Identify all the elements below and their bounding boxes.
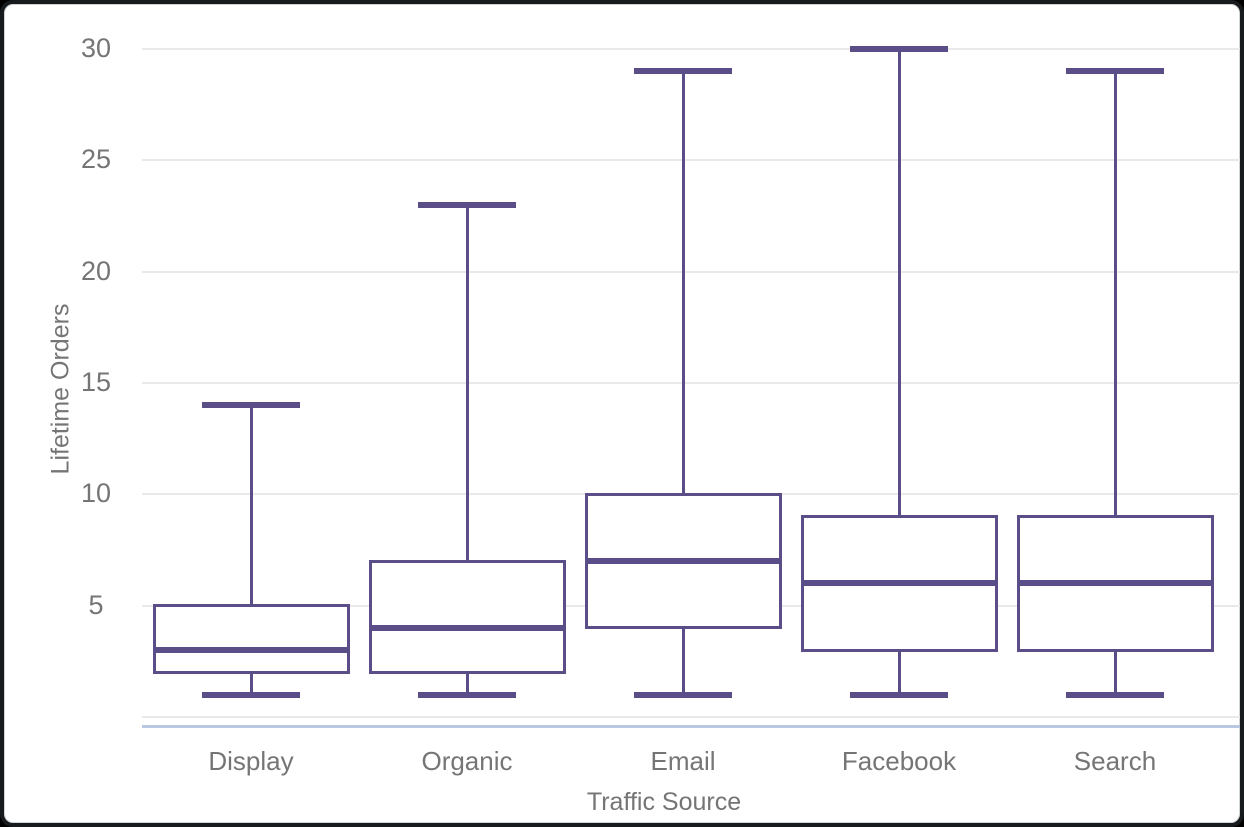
median-line[interactable]	[584, 558, 782, 565]
y-tick-label: 15	[80, 367, 112, 397]
y-tick-label: 30	[80, 33, 112, 63]
whisker-cap-min[interactable]	[1066, 691, 1164, 698]
whisker-stem-max[interactable]	[897, 49, 901, 517]
whisker-stem-min[interactable]	[1113, 650, 1117, 695]
x-axis-title: Traffic Source	[586, 788, 742, 816]
plot-area	[142, 46, 1240, 728]
gridline-25	[142, 159, 1240, 162]
whisker-stem-max[interactable]	[249, 405, 253, 606]
x-category-label-email: Email	[650, 746, 716, 776]
x-axis-line	[142, 725, 1240, 728]
whisker-stem-min[interactable]	[897, 650, 901, 695]
whisker-cap-min[interactable]	[418, 691, 516, 698]
whisker-stem-min[interactable]	[249, 672, 253, 695]
whisker-stem-max[interactable]	[681, 71, 685, 495]
whisker-cap-min[interactable]	[850, 691, 948, 698]
x-category-label-facebook: Facebook	[841, 746, 957, 776]
median-line[interactable]	[1016, 580, 1214, 587]
whisker-stem-max[interactable]	[1113, 71, 1117, 517]
x-category-label-organic: Organic	[421, 746, 513, 776]
y-tick-label: 20	[80, 255, 112, 286]
whisker-cap-max[interactable]	[850, 46, 948, 52]
whisker-cap-min[interactable]	[634, 691, 732, 698]
x-category-label-display: Display	[208, 746, 294, 776]
gridline-0	[142, 716, 1240, 718]
iqr-box[interactable]	[368, 559, 566, 674]
gridline-30	[142, 48, 1240, 50]
whisker-cap-max[interactable]	[418, 201, 516, 208]
whisker-cap-max[interactable]	[1066, 68, 1164, 75]
y-tick-label: 25	[80, 144, 112, 175]
x-category-label-search: Search	[1073, 746, 1157, 776]
median-line[interactable]	[368, 624, 566, 631]
y-axis-title: Lifetime Orders	[46, 303, 75, 475]
y-tick-label: 10	[80, 478, 112, 509]
whisker-cap-max[interactable]	[634, 68, 732, 75]
whisker-cap-min[interactable]	[202, 691, 300, 698]
gridline-20	[142, 270, 1240, 273]
iqr-box[interactable]	[152, 604, 350, 674]
gridline-15	[142, 382, 1240, 384]
whisker-stem-min[interactable]	[465, 672, 469, 695]
whisker-cap-max[interactable]	[202, 402, 300, 409]
whisker-stem-min[interactable]	[681, 627, 685, 695]
median-line[interactable]	[800, 580, 998, 587]
whisker-stem-max[interactable]	[465, 204, 469, 562]
median-line[interactable]	[152, 647, 350, 654]
y-tick-label: 5	[88, 589, 104, 620]
